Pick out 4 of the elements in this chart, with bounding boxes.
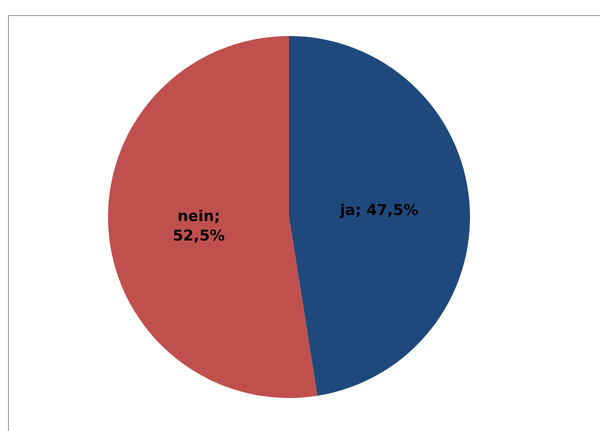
pie-slice xyxy=(108,36,318,398)
pie-slice xyxy=(289,36,470,396)
data-label: ja; 47,5% xyxy=(338,201,418,220)
data-label: nein; 52,5% xyxy=(172,207,225,245)
